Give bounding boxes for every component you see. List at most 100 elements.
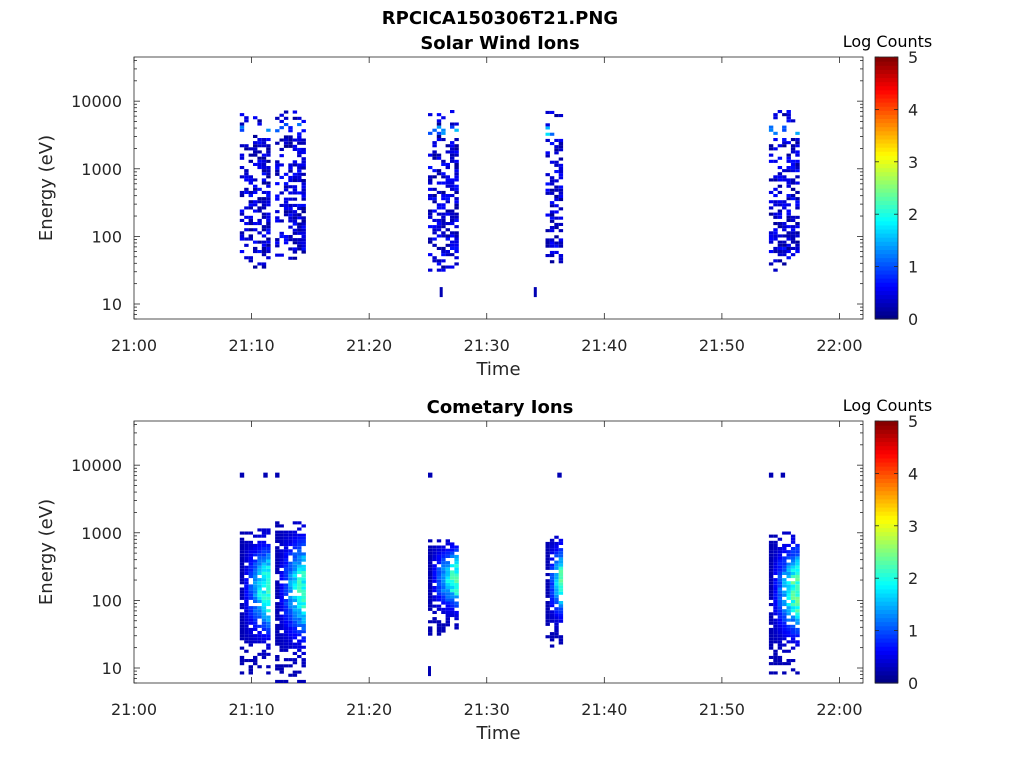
heatmap-cell — [554, 582, 559, 586]
heatmap-cell — [301, 536, 306, 540]
heatmap-cell — [795, 590, 800, 594]
heatmap-cell — [768, 553, 774, 557]
heatmap-cell — [777, 578, 783, 582]
heatmap-cell — [283, 549, 289, 553]
heatmap-cell — [244, 615, 249, 619]
heatmap-cell — [283, 210, 289, 214]
heatmap-cell — [288, 623, 293, 627]
heatmap-cell — [261, 562, 267, 566]
heatmap-cell — [777, 621, 783, 625]
heatmap-cell — [283, 583, 289, 587]
heatmap-cell — [244, 565, 249, 569]
heatmap-cell — [244, 584, 249, 588]
heatmap-cell — [795, 603, 800, 607]
heatmap-cell — [786, 166, 791, 170]
heatmap-cell — [554, 566, 559, 570]
heatmap-cell — [239, 659, 245, 663]
heatmap-cell — [257, 197, 262, 201]
x-axis-label: Time — [475, 359, 520, 380]
heatmap-cell — [275, 561, 280, 565]
heatmap-cell — [253, 581, 258, 585]
heatmap-cell — [288, 605, 293, 609]
heatmap-cell — [445, 542, 450, 546]
heatmap-cell — [445, 184, 450, 188]
heatmap-cell — [301, 552, 306, 556]
heatmap-cell — [545, 126, 550, 130]
colorbar-segment — [875, 637, 898, 643]
heatmap-cell — [773, 234, 778, 238]
heatmap-cell — [773, 655, 778, 659]
heatmap-cell — [244, 627, 249, 631]
heatmap-cell — [266, 621, 271, 625]
colorbar-segment — [875, 314, 898, 320]
heatmap-cell — [244, 228, 249, 232]
colorbar-segment — [875, 167, 898, 173]
heatmap-cell — [554, 563, 559, 567]
heatmap-cell — [266, 212, 271, 216]
heatmap-cell — [441, 197, 446, 201]
heatmap-cell — [545, 241, 550, 245]
heatmap-cell — [301, 664, 306, 668]
heatmap-cell — [283, 200, 289, 204]
heatmap-cell — [795, 627, 800, 631]
colorbar-segment — [875, 564, 898, 569]
heatmap-cell — [288, 595, 293, 599]
heatmap-cell — [432, 259, 437, 263]
heatmap-cell — [445, 212, 450, 216]
colorbar-segment — [875, 130, 898, 136]
heatmap-cell — [441, 172, 446, 176]
heatmap-cell — [297, 580, 302, 584]
heatmap-cell — [454, 150, 459, 154]
heatmap-cell — [450, 125, 455, 129]
heatmap-cell — [790, 246, 796, 250]
heatmap-cell — [283, 561, 289, 565]
heatmap-cell — [253, 640, 258, 644]
heatmap-cell — [301, 188, 306, 192]
heatmap-cell — [786, 215, 791, 219]
heatmap-cell — [261, 234, 267, 238]
heatmap-cell — [266, 665, 271, 669]
heatmap-cell — [549, 132, 555, 136]
heatmap-cell — [549, 244, 555, 248]
heatmap-cell — [790, 119, 796, 123]
heatmap-cell — [768, 590, 774, 594]
heatmap-cell — [558, 616, 564, 620]
heatmap-cell — [244, 581, 249, 585]
heatmap-cell — [266, 256, 271, 260]
heatmap-cell — [288, 580, 293, 584]
panel-title: Cometary Ions — [427, 397, 574, 418]
heatmap-cell — [253, 547, 258, 551]
heatmap-cell — [450, 589, 455, 593]
heatmap-cell — [454, 190, 459, 194]
heatmap-cell — [549, 594, 555, 598]
heatmap-cell — [436, 592, 442, 596]
colorbar-segment — [875, 453, 898, 459]
heatmap-cell — [239, 128, 245, 132]
heatmap-cell — [297, 630, 302, 634]
heatmap-cell — [549, 541, 555, 545]
heatmap-cell — [279, 577, 284, 581]
heatmap-cell — [257, 571, 262, 575]
heatmap-cell — [450, 240, 455, 244]
heatmap-cell — [279, 664, 284, 668]
heatmap-cell — [436, 134, 442, 138]
heatmap-cell — [773, 587, 778, 591]
heatmap-cell — [239, 646, 245, 650]
heatmap-cell — [795, 587, 800, 591]
heatmap-cell — [279, 113, 284, 117]
heatmap-cell — [782, 621, 787, 625]
heatmap-cell — [292, 536, 298, 540]
heatmap-cell — [786, 237, 791, 241]
heatmap-cell — [283, 602, 289, 606]
heatmap-cell — [257, 631, 262, 635]
heatmap-cell — [441, 206, 446, 210]
colorbar-segment — [875, 245, 898, 250]
heatmap-cell — [795, 609, 800, 613]
heatmap-cell — [786, 209, 791, 213]
heatmap-cell — [283, 543, 289, 547]
heatmap-cell — [777, 240, 783, 244]
heatmap-cell — [257, 250, 262, 254]
heatmap-cell — [436, 632, 442, 636]
heatmap-cell — [288, 530, 293, 534]
heatmap-cell — [450, 246, 455, 250]
